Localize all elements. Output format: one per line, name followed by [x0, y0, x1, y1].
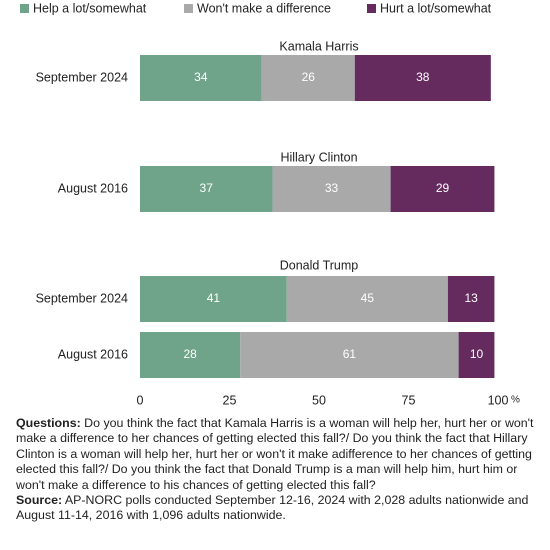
- bar-segment: [140, 332, 241, 378]
- notes: Questions: Do you think the fact that Ka…: [16, 416, 536, 524]
- legend-label: Won't make a difference: [197, 1, 331, 15]
- note-label: Source:: [16, 493, 63, 508]
- legend-label: Help a lot/somewhat: [33, 1, 147, 15]
- x-tick-label: 50: [312, 393, 326, 407]
- note-text: AP-NORC polls conducted September 12-16,…: [16, 493, 529, 523]
- bar-segment: [286, 276, 448, 322]
- note: Questions: Do you think the fact that Ka…: [16, 416, 536, 493]
- bar-segment: [458, 332, 495, 378]
- legend-swatch: [20, 4, 29, 13]
- value-label: 28: [183, 347, 197, 361]
- x-tick-label: 100: [488, 393, 509, 407]
- category-label: September 2024: [36, 291, 128, 305]
- legend-swatch: [367, 4, 376, 13]
- group-title: Hillary Clinton: [280, 150, 357, 164]
- category-label: August 2016: [58, 347, 128, 361]
- x-tick-label: 0: [137, 393, 144, 407]
- bar-segment: [272, 166, 391, 212]
- bar-segment: [390, 166, 495, 212]
- legend-swatch: [184, 4, 193, 13]
- category-label: September 2024: [36, 70, 128, 84]
- legend-label: Hurt a lot/somewhat: [380, 1, 492, 15]
- value-label: 41: [207, 291, 221, 305]
- value-label: 13: [464, 291, 478, 305]
- bar-segment: [354, 55, 491, 101]
- x-tick-label: 25: [223, 393, 237, 407]
- bar-segment: [140, 166, 273, 212]
- x-tick-label: 75: [402, 393, 416, 407]
- bar-segment: [140, 55, 262, 101]
- bar-segment: [140, 276, 287, 322]
- value-label: 10: [470, 347, 484, 361]
- group-title: Kamala Harris: [279, 39, 358, 53]
- chart: Help a lot/somewhat Won't make a differen…: [20, 1, 520, 407]
- value-label: 45: [361, 291, 375, 305]
- category-label: August 2016: [58, 181, 128, 195]
- bar-segment: [261, 55, 355, 101]
- value-label: 33: [325, 181, 339, 195]
- bar-segment: [447, 276, 495, 322]
- group-title: Donald Trump: [280, 258, 359, 272]
- value-label: 61: [343, 347, 357, 361]
- value-label: 26: [302, 70, 316, 84]
- note-label: Questions:: [16, 416, 81, 430]
- value-label: 37: [200, 181, 214, 195]
- value-label: 29: [436, 181, 450, 195]
- value-label: 34: [194, 70, 208, 84]
- x-unit: %: [511, 395, 520, 406]
- note-text: Do you think the fact that Kamala Harris…: [16, 416, 534, 492]
- value-label: 38: [416, 70, 430, 84]
- note: Source: AP-NORC polls conducted Septembe…: [16, 493, 536, 524]
- bar-segment: [240, 332, 459, 378]
